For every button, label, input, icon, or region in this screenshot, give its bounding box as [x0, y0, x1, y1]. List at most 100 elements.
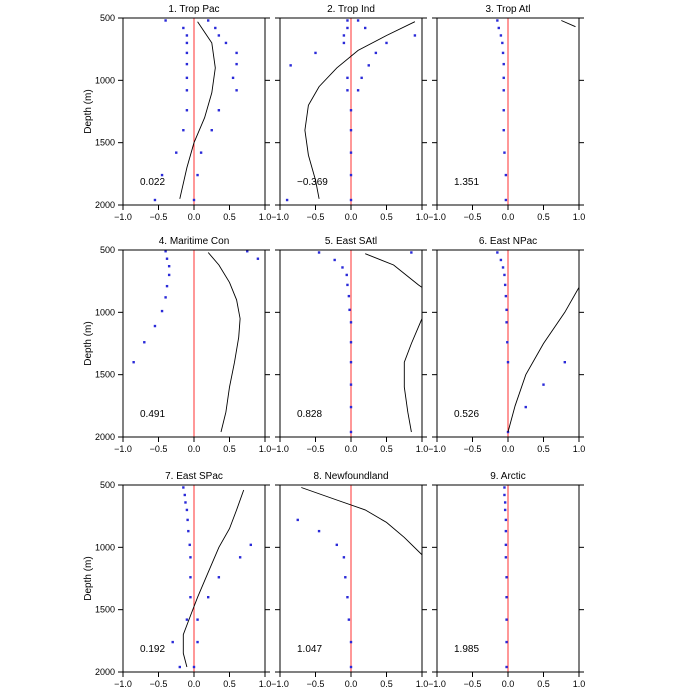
data-point: [349, 640, 353, 644]
panel-title: 7. East SPac: [165, 471, 223, 482]
data-point: [345, 273, 348, 277]
panel-annotation: 1.047: [297, 644, 322, 655]
x-tick-label: 1.0: [573, 444, 586, 454]
data-point: [497, 26, 500, 30]
panel-7: 7. East SPac −1.0 −0.5 0.0 0.5 1.0 500 1000 1500…: [83, 471, 271, 689]
data-point: [503, 501, 507, 504]
x-tick-label: −1.0: [114, 444, 132, 454]
data-point: [182, 129, 185, 132]
data-point: [217, 34, 221, 37]
data-point: [256, 257, 260, 260]
data-point: [333, 258, 336, 262]
panel-annotation: 0.828: [297, 409, 322, 420]
data-point: [185, 34, 189, 37]
x-tick-label: −0.5: [464, 212, 482, 222]
data-point: [505, 596, 508, 599]
y-axis-label: Depth (m): [83, 89, 94, 133]
data-point: [503, 273, 506, 277]
data-point: [235, 62, 238, 66]
data-point: [503, 493, 506, 497]
data-point: [317, 251, 321, 254]
data-point: [347, 618, 351, 621]
data-point: [344, 576, 347, 579]
data-point: [153, 198, 157, 202]
y-tick-label: 500: [100, 13, 115, 23]
data-point: [360, 76, 363, 80]
x-tick-label: 0.0: [502, 444, 515, 454]
data-point: [182, 26, 185, 30]
series-curve: [179, 21, 216, 199]
data-point: [563, 361, 566, 364]
data-point: [185, 51, 189, 55]
x-tick-label: 0.0: [345, 679, 358, 689]
x-tick-label: −1.0: [271, 212, 289, 222]
data-point: [186, 518, 189, 522]
data-point: [374, 51, 378, 55]
x-tick-label: 1.0: [416, 679, 429, 689]
y-tick-label: 2000: [95, 432, 115, 442]
data-point: [178, 665, 181, 669]
x-tick-label: −0.5: [307, 444, 325, 454]
panel-2: 2. Trop Ind −1.0 −0.5 0.0 0.5 1.0 −0.369: [271, 4, 428, 222]
data-point: [185, 618, 189, 621]
x-tick-label: 0.5: [537, 212, 550, 222]
data-point: [349, 361, 353, 364]
x-tick-label: 0.0: [502, 212, 515, 222]
data-point: [164, 19, 167, 22]
x-tick-label: −1.0: [271, 444, 289, 454]
data-point: [185, 508, 189, 512]
data-point: [503, 151, 506, 154]
data-point: [296, 518, 299, 522]
data-point: [506, 341, 509, 344]
data-point: [504, 518, 508, 522]
x-tick-label: 0.5: [223, 679, 236, 689]
x-tick-label: 0.0: [502, 679, 515, 689]
x-tick-label: 0.5: [537, 679, 550, 689]
x-tick-label: −0.5: [464, 679, 482, 689]
x-tick-label: −1.0: [428, 444, 446, 454]
data-point: [348, 308, 351, 312]
data-point: [185, 89, 189, 92]
data-point: [505, 308, 508, 312]
data-point: [505, 665, 508, 669]
data-point: [342, 34, 346, 37]
y-tick-label: 2000: [95, 667, 115, 677]
y-tick-label: 1500: [95, 138, 115, 148]
data-point: [503, 486, 506, 489]
data-point: [171, 640, 174, 644]
panel-annotation: 0.526: [454, 409, 479, 420]
x-tick-label: 0.5: [223, 444, 236, 454]
panel-9: 9. Arctic −1.0 −0.5 0.0 0.5 1.0 1.985: [428, 471, 585, 689]
data-point: [165, 257, 169, 260]
data-point: [346, 596, 349, 599]
data-point: [349, 665, 353, 669]
panel-title: 5. East SAtl: [325, 236, 377, 247]
data-point: [356, 89, 360, 92]
series-curve: [182, 489, 245, 668]
data-point: [502, 76, 505, 80]
series-curve: [561, 20, 576, 28]
data-point: [289, 64, 292, 67]
data-point: [217, 576, 221, 579]
data-point: [196, 618, 199, 621]
data-point: [349, 341, 353, 344]
data-point: [349, 430, 353, 434]
data-point: [167, 265, 171, 268]
panel-6: 6. East NPac −1.0 −0.5 0.0 0.5 1.0 0.526: [428, 236, 585, 454]
data-point: [210, 129, 213, 132]
data-point: [505, 321, 508, 324]
data-point: [185, 62, 189, 66]
y-axis-label: Depth (m): [83, 321, 94, 365]
panel-title: 2. Trop Ind: [327, 4, 375, 15]
data-point: [165, 284, 169, 288]
y-tick-label: 1500: [95, 605, 115, 615]
data-point: [196, 173, 199, 177]
data-point: [192, 198, 196, 202]
x-tick-label: 1.0: [416, 444, 429, 454]
data-point: [238, 556, 242, 559]
panel-1: 1. Trop Pac −1.0 −0.5 0.0 0.5 1.0 500 1000 1500 2…: [83, 4, 271, 222]
data-point: [185, 41, 189, 45]
data-point: [504, 173, 508, 177]
data-point: [217, 109, 221, 112]
panel-3: 3. Trop Atl −1.0 −0.5 0.0 0.5 1.0 1.351: [428, 4, 585, 222]
